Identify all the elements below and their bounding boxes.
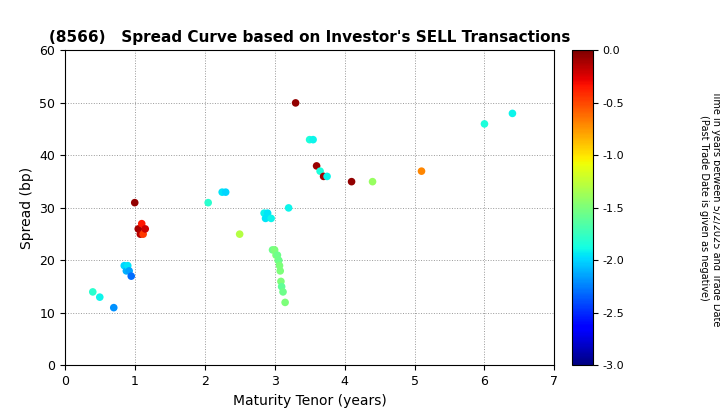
Point xyxy=(262,210,274,217)
Point xyxy=(346,178,357,185)
Point xyxy=(318,173,329,180)
Point xyxy=(283,205,294,211)
Point xyxy=(108,304,120,311)
X-axis label: Maturity Tenor (years): Maturity Tenor (years) xyxy=(233,394,387,408)
Point xyxy=(267,247,279,253)
Point xyxy=(220,189,231,196)
Point xyxy=(275,278,287,285)
Point xyxy=(415,168,427,175)
Point xyxy=(276,283,287,290)
Point xyxy=(271,252,283,258)
Point xyxy=(122,262,133,269)
Point xyxy=(260,215,271,222)
Title: (8566)   Spread Curve based on Investor's SELL Transactions: (8566) Spread Curve based on Investor's … xyxy=(49,30,570,45)
Point xyxy=(307,136,319,143)
Point xyxy=(366,178,378,185)
Y-axis label: Time in years between 5/2/2025 and Trade Date
(Past Trade Date is given as negat: Time in years between 5/2/2025 and Trade… xyxy=(699,90,720,326)
Point xyxy=(304,136,315,143)
Point xyxy=(269,247,280,253)
Point xyxy=(119,262,130,269)
Point xyxy=(321,173,333,180)
Point xyxy=(507,110,518,117)
Point xyxy=(272,257,284,264)
Point xyxy=(234,231,246,238)
Point xyxy=(479,121,490,127)
Point xyxy=(290,100,302,106)
Point xyxy=(315,168,326,175)
Point xyxy=(279,299,291,306)
Point xyxy=(138,231,149,238)
Point xyxy=(273,257,284,264)
Point xyxy=(135,231,146,238)
Point xyxy=(136,220,148,227)
Point xyxy=(217,189,228,196)
Point xyxy=(274,268,286,274)
Point xyxy=(258,210,270,217)
Point xyxy=(125,273,137,280)
Point xyxy=(132,226,144,232)
Point xyxy=(270,252,282,258)
Point xyxy=(120,268,132,274)
Y-axis label: Spread (bp): Spread (bp) xyxy=(19,167,34,249)
Point xyxy=(311,163,323,169)
Point xyxy=(140,226,151,232)
Point xyxy=(274,262,285,269)
Point xyxy=(129,199,140,206)
Point xyxy=(87,289,99,295)
Point xyxy=(94,294,106,301)
Point xyxy=(202,199,214,206)
Point xyxy=(277,289,289,295)
Point xyxy=(266,215,277,222)
Point xyxy=(123,268,135,274)
